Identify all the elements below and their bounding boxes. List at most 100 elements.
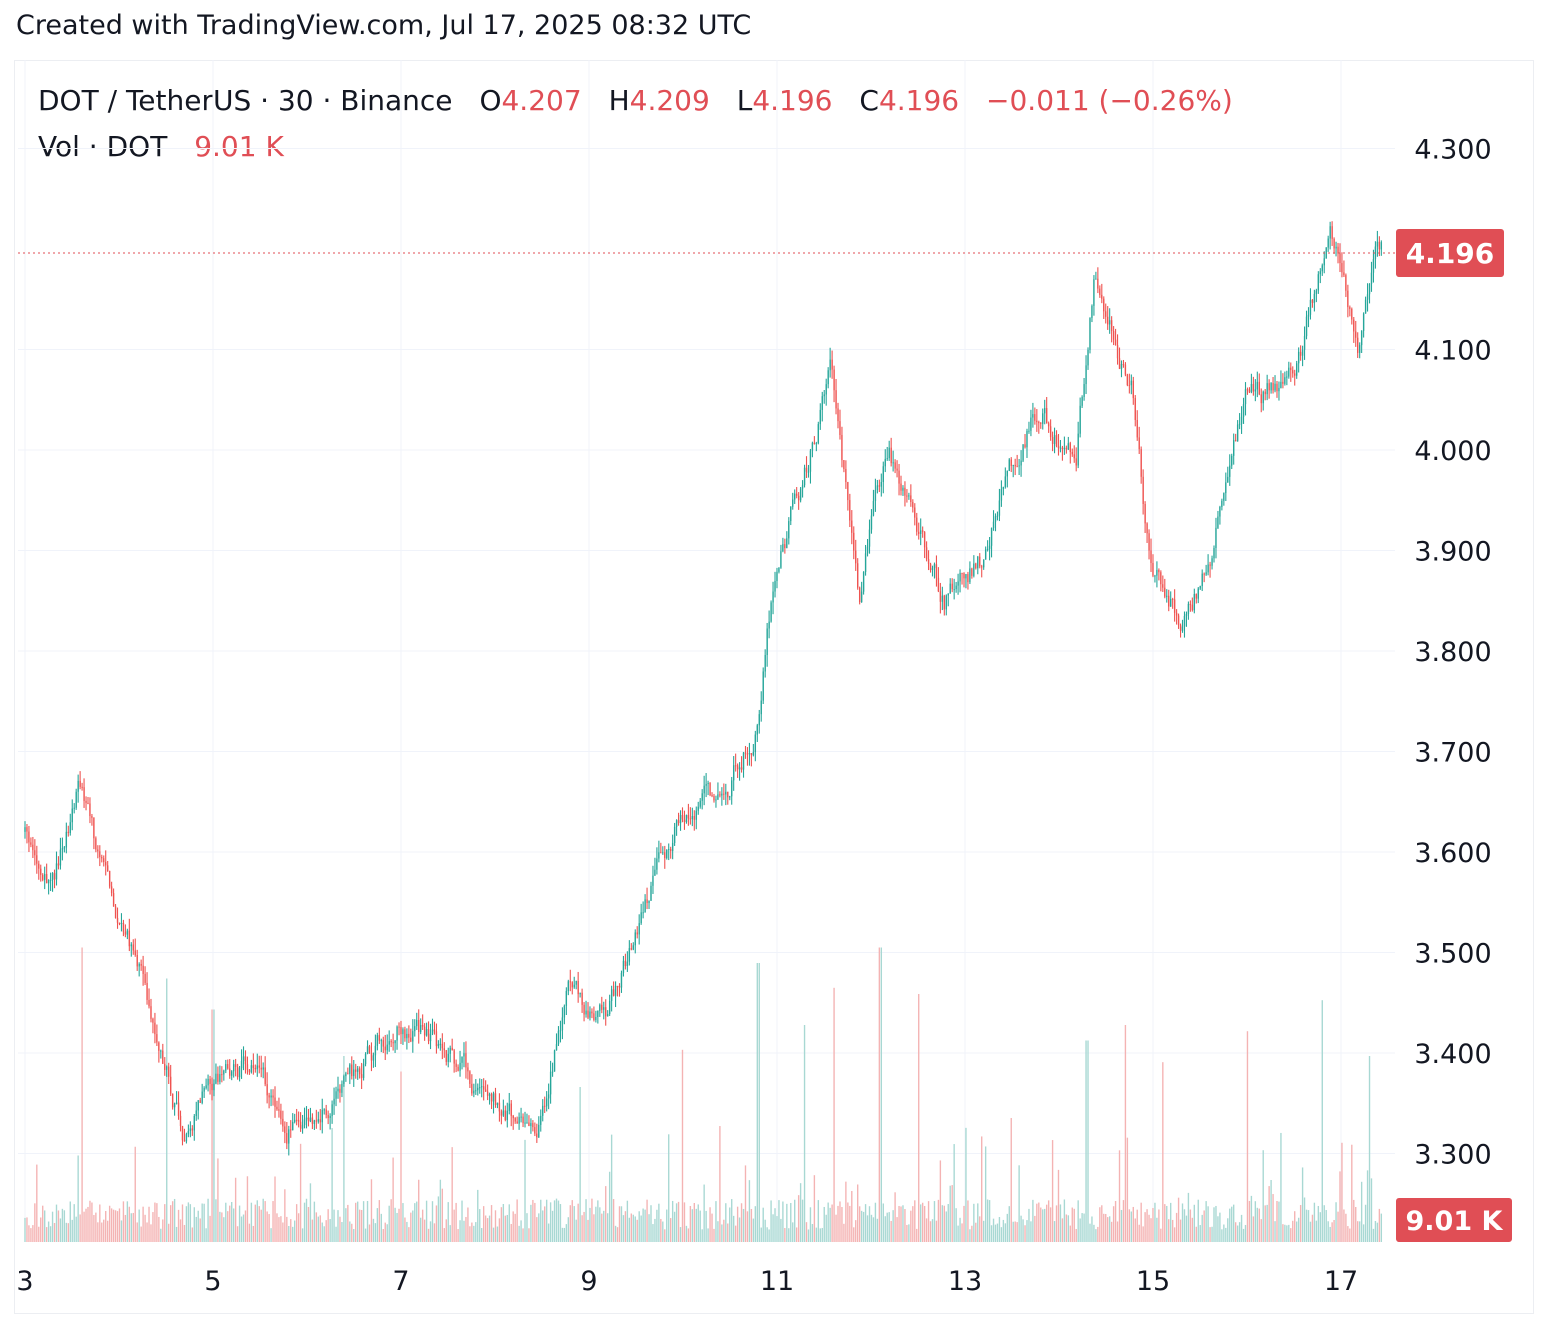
volume-bar: [831, 1204, 833, 1242]
candle: [79, 771, 81, 790]
legend-change: −0.011 (−0.26%): [986, 84, 1233, 117]
volume-bar: [199, 1218, 201, 1242]
candle: [717, 782, 719, 801]
volume-bar: [632, 1214, 634, 1242]
candle: [262, 1062, 264, 1079]
candle: [264, 1056, 266, 1087]
candle: [270, 1089, 272, 1107]
time-axis[interactable]: 3 5 7 9 11 13 15 17: [16, 1266, 1358, 1297]
candle: [1055, 430, 1058, 448]
volume-bar: [177, 1209, 180, 1242]
candle: [1250, 373, 1253, 394]
volume-bar: [1185, 1215, 1188, 1242]
legend-volume-label[interactable]: Vol · DOT: [38, 130, 168, 163]
volume-bar: [30, 1228, 32, 1242]
candle: [278, 1097, 280, 1118]
candle: [1240, 406, 1243, 434]
volume-bar: [390, 1199, 392, 1242]
volume-bar: [829, 1207, 831, 1242]
candle: [494, 1087, 497, 1108]
volume-bar: [321, 1222, 323, 1242]
volume-bar: [892, 1210, 894, 1242]
candle: [333, 1087, 335, 1115]
candle: [977, 555, 979, 575]
candle: [1136, 410, 1138, 441]
volume-bar: [1238, 1222, 1241, 1242]
candle: [1207, 554, 1209, 576]
candle: [740, 756, 743, 773]
volume-bar: [748, 1180, 751, 1242]
volume-bar: [492, 1227, 495, 1242]
candle: [376, 1032, 379, 1051]
candle: [1016, 454, 1018, 468]
candle: [158, 1041, 160, 1063]
volume-bar: [1045, 1204, 1048, 1242]
volume-bar: [518, 1225, 520, 1242]
volume-bar: [146, 1222, 148, 1242]
candle: [1199, 585, 1201, 590]
candle: [1030, 409, 1032, 437]
volume-bar: [148, 1206, 150, 1242]
candle: [1351, 307, 1353, 325]
volume-bar: [790, 1203, 792, 1242]
current-volume-tag: 9.01 K: [1396, 1198, 1512, 1242]
x-tick-label: 9: [580, 1266, 597, 1297]
candle: [544, 1096, 546, 1113]
candle: [683, 810, 686, 830]
volume-bar: [1274, 1221, 1276, 1242]
candlesticks: [24, 221, 1383, 1156]
candle: [658, 840, 660, 863]
candle: [890, 437, 892, 467]
volume-bar: [900, 1206, 902, 1242]
candle: [732, 756, 735, 791]
candle: [727, 791, 729, 805]
candle: [207, 1074, 209, 1092]
candle: [571, 981, 573, 995]
candle: [250, 1059, 253, 1074]
volume-bar: [1193, 1204, 1196, 1242]
candle: [1034, 407, 1036, 425]
volume-bar: [264, 1201, 266, 1242]
candle: [939, 582, 942, 614]
price-axis[interactable]: 4.300 4.100 4.000 3.900 3.800 3.700 3.600 3.500…: [1414, 135, 1491, 1171]
legend-symbol[interactable]: DOT / TetherUS · 30 · Binance: [38, 84, 453, 117]
x-tick-label: 13: [948, 1266, 982, 1297]
candle: [996, 511, 999, 521]
volume-bar: [34, 1203, 36, 1242]
candle: [925, 541, 928, 562]
volume-bar: [193, 1207, 195, 1242]
candle: [1063, 436, 1066, 455]
candle: [311, 1113, 314, 1130]
volume-bar: [412, 1210, 414, 1242]
candle: [356, 1066, 359, 1080]
volume-bar: [782, 1201, 784, 1242]
volume-bar: [1252, 1216, 1255, 1242]
candle: [142, 955, 144, 986]
candle: [1294, 369, 1296, 386]
candle: [1146, 522, 1148, 543]
volume-bar: [1030, 1221, 1032, 1242]
volume-bar: [624, 1211, 627, 1242]
volume-bar: [705, 1210, 707, 1242]
volume-bar: [1317, 1205, 1320, 1242]
volume-bar: [1183, 1209, 1186, 1242]
volume-bar: [931, 1219, 934, 1242]
candle: [286, 1122, 288, 1150]
candle: [823, 390, 825, 404]
candle: [1223, 492, 1225, 506]
volume-bar: [1349, 1228, 1351, 1242]
volume-bar: [1177, 1197, 1180, 1242]
volume-bar: [1242, 1228, 1245, 1242]
volume-bar: [628, 1217, 631, 1242]
candle: [530, 1118, 532, 1134]
candle: [67, 825, 69, 837]
candle: [797, 492, 800, 510]
volume-bar: [1284, 1224, 1286, 1242]
candle: [825, 378, 827, 406]
candle: [860, 581, 863, 603]
volume-bar: [707, 1228, 709, 1242]
volume-bar: [593, 1214, 595, 1242]
candle: [1248, 387, 1251, 394]
candle: [87, 797, 89, 805]
